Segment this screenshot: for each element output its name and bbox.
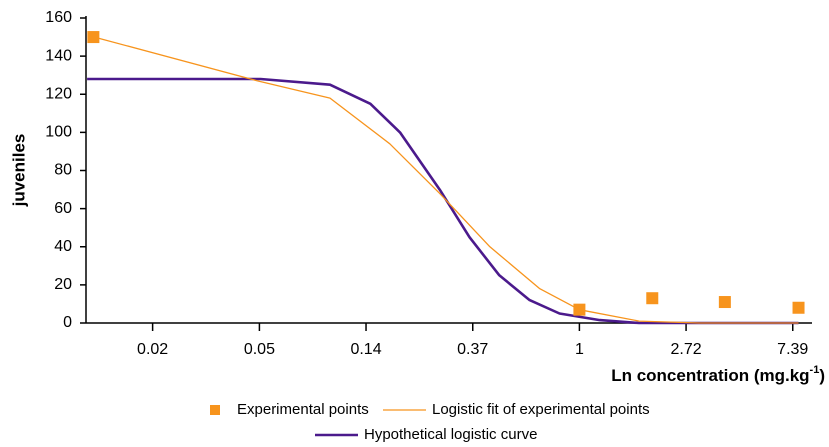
data-point xyxy=(87,31,100,44)
x-axis-label-end: ) xyxy=(819,366,825,385)
legend-label: Hypothetical logistic curve xyxy=(364,426,537,443)
y-tick-label: 40 xyxy=(54,238,72,255)
legend-label: Experimental points xyxy=(237,401,369,418)
legend-label: Logistic fit of experimental points xyxy=(432,401,650,418)
y-tick-label: 20 xyxy=(54,276,72,293)
data-line xyxy=(94,36,799,324)
x-tick-label: 0.14 xyxy=(350,341,381,358)
y-tick-label: 0 xyxy=(63,314,72,331)
x-tick-label: 7.39 xyxy=(777,341,808,358)
x-axis-label: Ln concentration (mg.kg-1) xyxy=(611,364,825,386)
y-tick-label: 100 xyxy=(45,124,72,141)
x-axis-label-sup: -1 xyxy=(810,364,820,376)
x-tick-label: 0.02 xyxy=(137,341,168,358)
legend-marker xyxy=(210,405,220,415)
data-point xyxy=(792,301,805,314)
data-point xyxy=(573,303,586,316)
data-point xyxy=(718,296,731,309)
data-line xyxy=(87,77,799,325)
y-tick-label: 160 xyxy=(45,9,72,26)
y-tick-label: 60 xyxy=(54,200,72,217)
x-tick-label: 1 xyxy=(575,341,584,358)
data-point xyxy=(646,292,659,305)
x-tick-label: 0.37 xyxy=(457,341,488,358)
y-tick-label: 120 xyxy=(45,85,72,102)
x-tick-label: 0.05 xyxy=(244,341,275,358)
y-tick-label: 140 xyxy=(45,47,72,64)
y-tick-label: 80 xyxy=(54,162,72,179)
y-axis-label: juveniles xyxy=(9,134,28,208)
x-tick-label: 2.72 xyxy=(671,341,702,358)
x-axis-label-main: Ln concentration (mg.kg xyxy=(611,366,809,385)
